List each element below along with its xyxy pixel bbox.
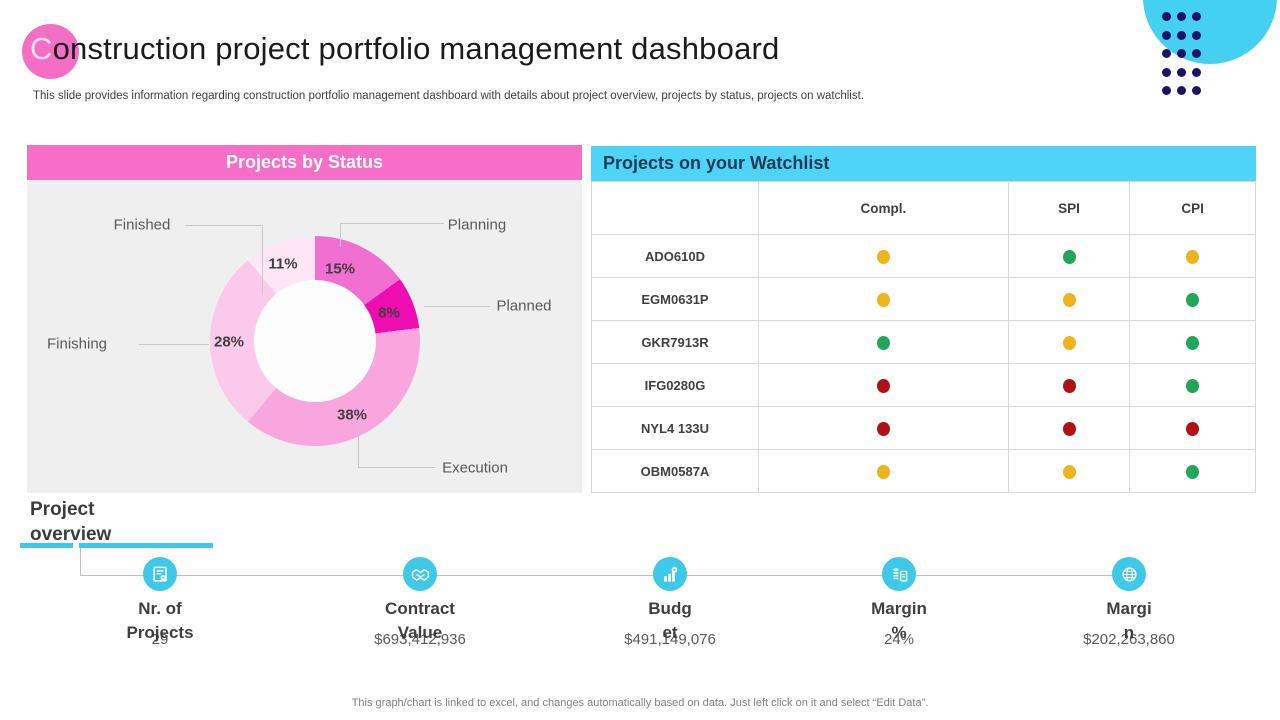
kpi-value: 29	[151, 631, 169, 648]
kpi-margin: Margi n $202,263,860	[1019, 557, 1239, 648]
leader-line-planned	[424, 306, 490, 307]
kpi-value: $491,149,076	[624, 631, 716, 648]
project-overview-heading: Project overview	[30, 499, 112, 545]
kpi-label: Margi n	[1106, 599, 1152, 642]
status-dot	[1062, 464, 1076, 479]
leader-line-finished	[185, 225, 263, 295]
project-id: NYL4 133U	[591, 406, 759, 450]
pct-planned: 8%	[378, 304, 400, 322]
page-subtitle: This slide provides information regardin…	[33, 90, 864, 102]
status-panel-title: Projects by Status	[27, 145, 582, 180]
project-id: IFG0280G	[591, 363, 759, 407]
col-spi: SPI	[1007, 181, 1131, 235]
status-dot	[876, 292, 890, 307]
status-chart-area: 15% 8% 38% 28% 11% Planning Planned Exec…	[27, 180, 582, 493]
footer-note: This graph/chart is linked to excel, and…	[351, 697, 929, 709]
kpi-connector-stub	[80, 548, 81, 575]
leader-line-planning	[340, 223, 444, 247]
kpi-budget: Budg et $491,149,076	[560, 557, 780, 648]
budget-icon	[653, 557, 687, 591]
donut-hole	[254, 280, 376, 402]
watchlist-title: Projects on your Watchlist	[591, 146, 1256, 181]
coins-calculator-icon	[882, 557, 916, 591]
project-id: EGM0631P	[591, 277, 759, 321]
pct-execution: 38%	[336, 406, 368, 424]
kpi-nr-of-projects: Nr. of Projects 29	[50, 557, 270, 648]
table-row: IFG0280G	[591, 363, 1256, 407]
kpi-value: $693,412,936	[374, 631, 466, 648]
table-row: NYL4 133U	[591, 406, 1256, 450]
status-dot	[1062, 421, 1076, 436]
project-id: OBM0587A	[591, 449, 759, 493]
status-dot	[876, 421, 890, 436]
heading-underline-long	[79, 543, 213, 548]
title-accent-circle	[22, 24, 79, 79]
label-execution: Execution	[442, 459, 508, 477]
watchlist-panel: Projects on your Watchlist Compl. SPI CP…	[591, 146, 1256, 493]
pct-finished: 11%	[268, 255, 298, 273]
kpi-value: 24%	[883, 631, 915, 648]
kpi-label: Margin %	[871, 599, 927, 642]
table-row: OBM0587A	[591, 449, 1256, 493]
table-row: EGM0631P	[591, 277, 1256, 321]
project-id: ADO610D	[591, 234, 759, 278]
pct-finishing: 28%	[213, 333, 245, 351]
pct-planning: 15%	[324, 260, 356, 278]
kpi-label: Budg et	[648, 599, 692, 642]
status-dot	[876, 378, 890, 393]
status-dot	[1186, 335, 1200, 350]
projects-icon	[143, 557, 177, 591]
watchlist-header-row: Compl. SPI CPI	[591, 181, 1256, 235]
kpi-margin-percent: Margin % 24%	[789, 557, 1009, 648]
col-compl: Compl.	[758, 181, 1009, 235]
status-dot	[1062, 335, 1076, 350]
table-row: GKR7913R	[591, 320, 1256, 364]
label-planning: Planning	[447, 216, 507, 234]
status-dot	[1186, 378, 1200, 393]
watchlist-table[interactable]: Compl. SPI CPI ADO610D EGM0631P GKR7913R…	[591, 181, 1256, 493]
status-dot	[1186, 421, 1200, 436]
kpi-label: Nr. of Projects	[126, 599, 194, 642]
status-dot	[1186, 249, 1200, 264]
status-dot	[876, 249, 890, 264]
status-dot	[1062, 249, 1076, 264]
status-dot	[1062, 292, 1076, 307]
table-row: ADO610D	[591, 234, 1256, 278]
globe-money-icon	[1112, 557, 1146, 591]
col-cpi: CPI	[1129, 181, 1256, 235]
handshake-icon	[403, 557, 437, 591]
title-first-letter: C	[30, 31, 53, 66]
kpi-label: Contract Value	[385, 599, 455, 642]
watchlist-corner-cell	[591, 181, 759, 235]
kpi-contract-value: Contract Value $693,412,936	[310, 557, 530, 648]
label-planned: Planned	[496, 297, 552, 315]
label-finishing: Finishing	[46, 335, 108, 353]
label-finished: Finished	[113, 216, 171, 234]
status-dot	[1186, 464, 1200, 479]
status-dot	[1062, 378, 1076, 393]
page-title: Construction project portfolio managemen…	[30, 31, 779, 67]
status-dot	[876, 335, 890, 350]
kpi-connector-line	[80, 575, 1129, 576]
status-dot	[876, 464, 890, 479]
leader-line-finishing	[139, 344, 209, 345]
projects-by-status-panel: Projects by Status 15% 8% 38% 28% 11% Pl…	[27, 145, 582, 493]
title-rest: onstruction project portfolio management…	[52, 31, 780, 66]
status-dot	[1186, 292, 1200, 307]
heading-underline-short	[20, 543, 73, 548]
leader-line-execution	[358, 426, 435, 468]
kpi-value: $202,263,860	[1083, 631, 1175, 648]
project-id: GKR7913R	[591, 320, 759, 364]
decorative-dot-grid	[1162, 12, 1207, 105]
